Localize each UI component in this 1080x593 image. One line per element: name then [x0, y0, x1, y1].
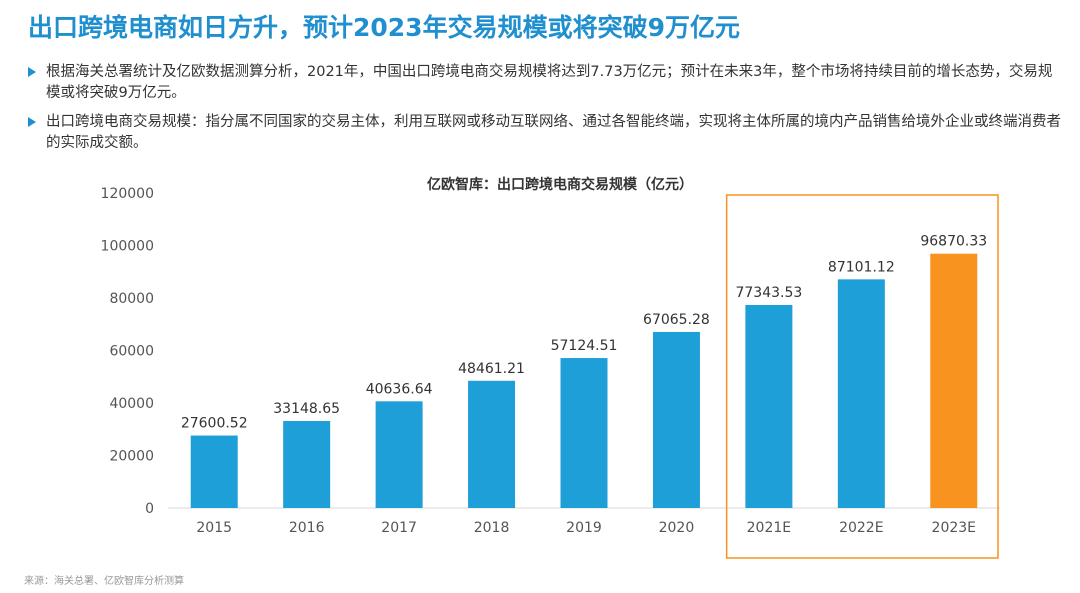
- x-tick-label: 2018: [474, 520, 510, 536]
- y-tick-label: 40000: [109, 396, 154, 412]
- data-label: 77343.53: [735, 285, 802, 301]
- bar-2019: [560, 358, 608, 508]
- triangle-bullet-icon: [28, 67, 36, 77]
- bullet-item: 根据海关总署统计及亿欧数据测算分析，2021年，中国出口跨境电商交易规模将达到7…: [28, 62, 1063, 104]
- y-tick-label: 120000: [101, 186, 154, 202]
- bar-2018: [468, 380, 516, 508]
- bar-2021E: [745, 304, 793, 508]
- data-label: 57124.51: [551, 338, 618, 354]
- y-tick-label: 20000: [109, 449, 154, 465]
- x-tick-label: 2021E: [747, 520, 791, 536]
- bar-2015: [190, 435, 238, 508]
- data-label: 67065.28: [643, 312, 710, 328]
- bar-2017: [375, 401, 423, 508]
- data-label: 33148.65: [273, 401, 340, 417]
- triangle-bullet-icon: [28, 117, 36, 127]
- bar-2022E: [837, 279, 885, 508]
- y-tick-label: 60000: [109, 344, 154, 360]
- y-tick-label: 80000: [109, 291, 154, 307]
- bullet-list: 根据海关总署统计及亿欧数据测算分析，2021年，中国出口跨境电商交易规模将达到7…: [28, 62, 1063, 162]
- bar-2020: [652, 331, 700, 508]
- chart-title: 亿欧智库：出口跨境电商交易规模（亿元）: [427, 177, 693, 193]
- source-note: 来源：海关总署、亿欧智库分析测算: [24, 576, 184, 587]
- data-label: 40636.64: [366, 381, 433, 397]
- x-tick-label: 2022E: [839, 520, 883, 536]
- x-tick-label: 2015: [196, 520, 232, 536]
- data-label: 27600.52: [181, 416, 248, 432]
- bar-2023E: [930, 253, 978, 508]
- bullet-text: 出口跨境电商交易规模：指分属不同国家的交易主体，利用互联网或移动互联网络、通过各…: [46, 114, 1061, 151]
- bullet-item: 出口跨境电商交易规模：指分属不同国家的交易主体，利用互联网或移动互联网络、通过各…: [28, 112, 1063, 154]
- bullet-text: 根据海关总署统计及亿欧数据测算分析，2021年，中国出口跨境电商交易规模将达到7…: [46, 64, 1053, 101]
- slide-title: 出口跨境电商如日方升，预计2023年交易规模或将突破9万亿元: [28, 13, 740, 42]
- x-tick-label: 2023E: [932, 520, 976, 536]
- data-label: 87101.12: [828, 259, 895, 275]
- x-tick-label: 2016: [289, 520, 325, 536]
- bar-2016: [283, 420, 331, 508]
- y-tick-label: 0: [145, 501, 154, 517]
- data-label: 48461.21: [458, 361, 525, 377]
- x-tick-label: 2019: [566, 520, 602, 536]
- y-tick-label: 100000: [101, 239, 154, 255]
- forecast-highlight-box: [725, 194, 999, 559]
- x-tick-label: 2017: [381, 520, 417, 536]
- x-tick-label: 2020: [659, 520, 695, 536]
- data-label: 96870.33: [920, 234, 987, 250]
